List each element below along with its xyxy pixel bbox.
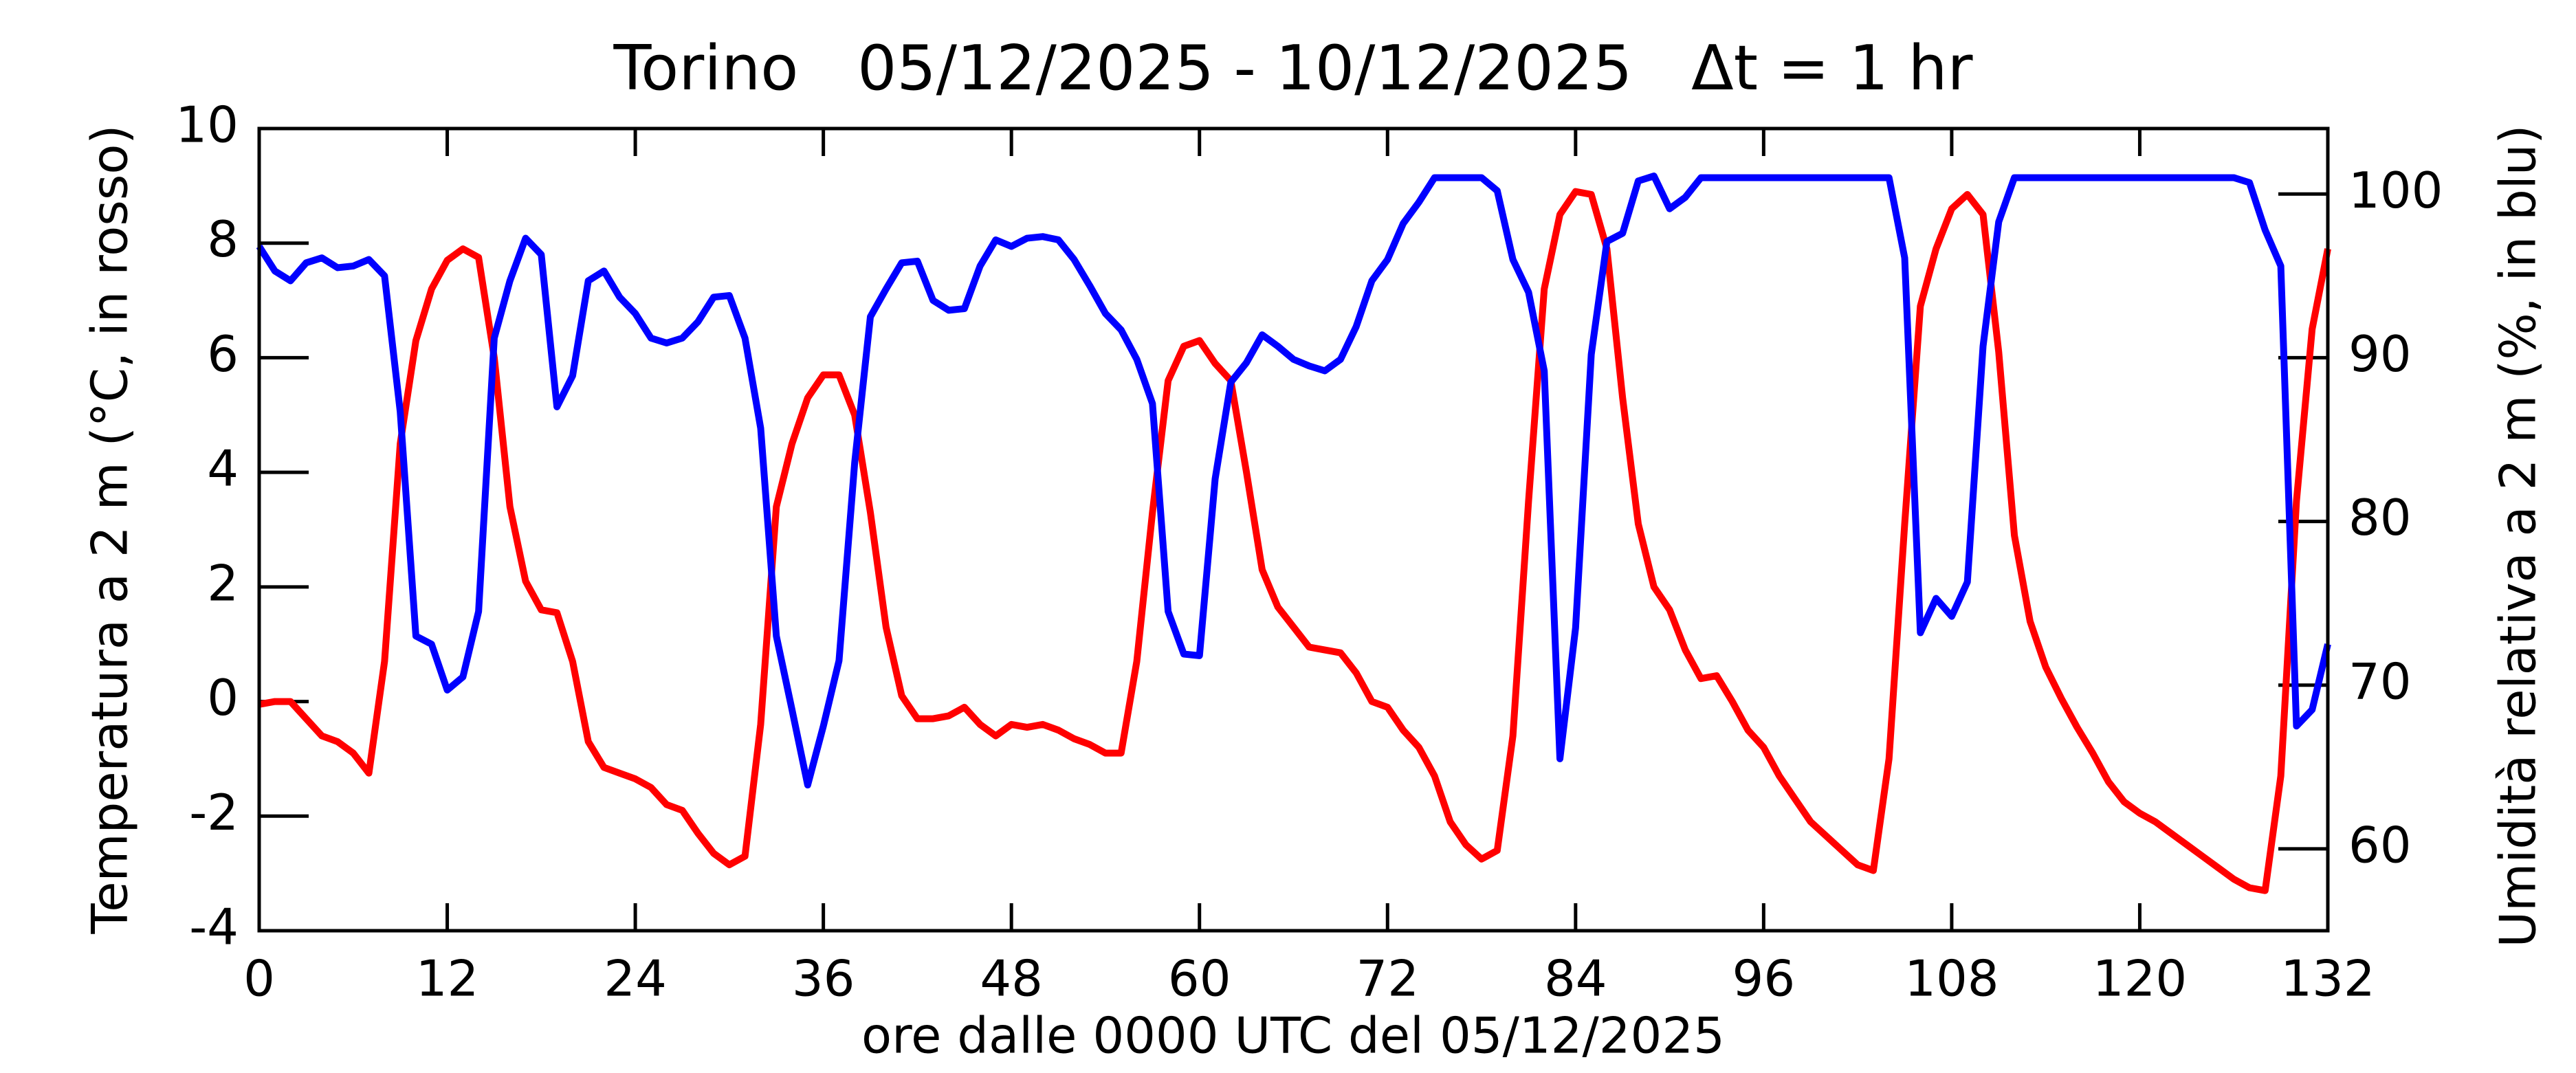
x-tick-label: 36 — [792, 950, 855, 1008]
x-tick-label: 60 — [1168, 950, 1231, 1008]
x-axis-label: ore dalle 0000 UTC del 05/12/2025 — [861, 1007, 1725, 1065]
y-tick-label: 2 — [207, 554, 239, 612]
plot-frame — [257, 126, 2330, 933]
x-tick-label: 84 — [1544, 950, 1607, 1008]
x-tick-label: 12 — [416, 950, 479, 1008]
x-tick-label: 48 — [980, 950, 1043, 1008]
y2-tick-label: 70 — [2348, 652, 2412, 710]
x-tick-label: 96 — [1732, 950, 1796, 1008]
y-tick-label: 8 — [207, 210, 239, 268]
line-series — [258, 188, 2331, 894]
y-tick-label: -2 — [189, 784, 239, 841]
x-tick-label: 0 — [243, 950, 275, 1008]
y2-tick-label: 90 — [2348, 325, 2412, 383]
x-tick-label: 72 — [1356, 950, 1419, 1008]
x-tick-label: 120 — [2093, 950, 2187, 1008]
y2-tick-label: 100 — [2348, 162, 2443, 219]
x-tick-label: 132 — [2280, 950, 2375, 1008]
y2-axis-label: Umidità relativa a 2 m (%, in blu) — [2489, 124, 2547, 947]
y2-tick-label: 80 — [2348, 489, 2412, 546]
x-tick-label: 24 — [604, 950, 667, 1008]
y-tick-label: 4 — [207, 440, 239, 498]
x-tick-label: 108 — [1904, 950, 1999, 1008]
y-tick-label: -4 — [189, 898, 239, 956]
chart-title: Torino 05/12/2025 - 10/12/2025 Δt = 1 hr — [613, 32, 1972, 104]
y-tick-label: 0 — [207, 669, 239, 727]
y2-tick-label: 60 — [2348, 816, 2412, 874]
y-axis-label: Temperatura a 2 m (°C, in rosso) — [81, 125, 139, 935]
y-tick-label: 10 — [175, 96, 239, 154]
y-tick-label: 6 — [207, 325, 239, 383]
line-series — [256, 173, 2331, 789]
